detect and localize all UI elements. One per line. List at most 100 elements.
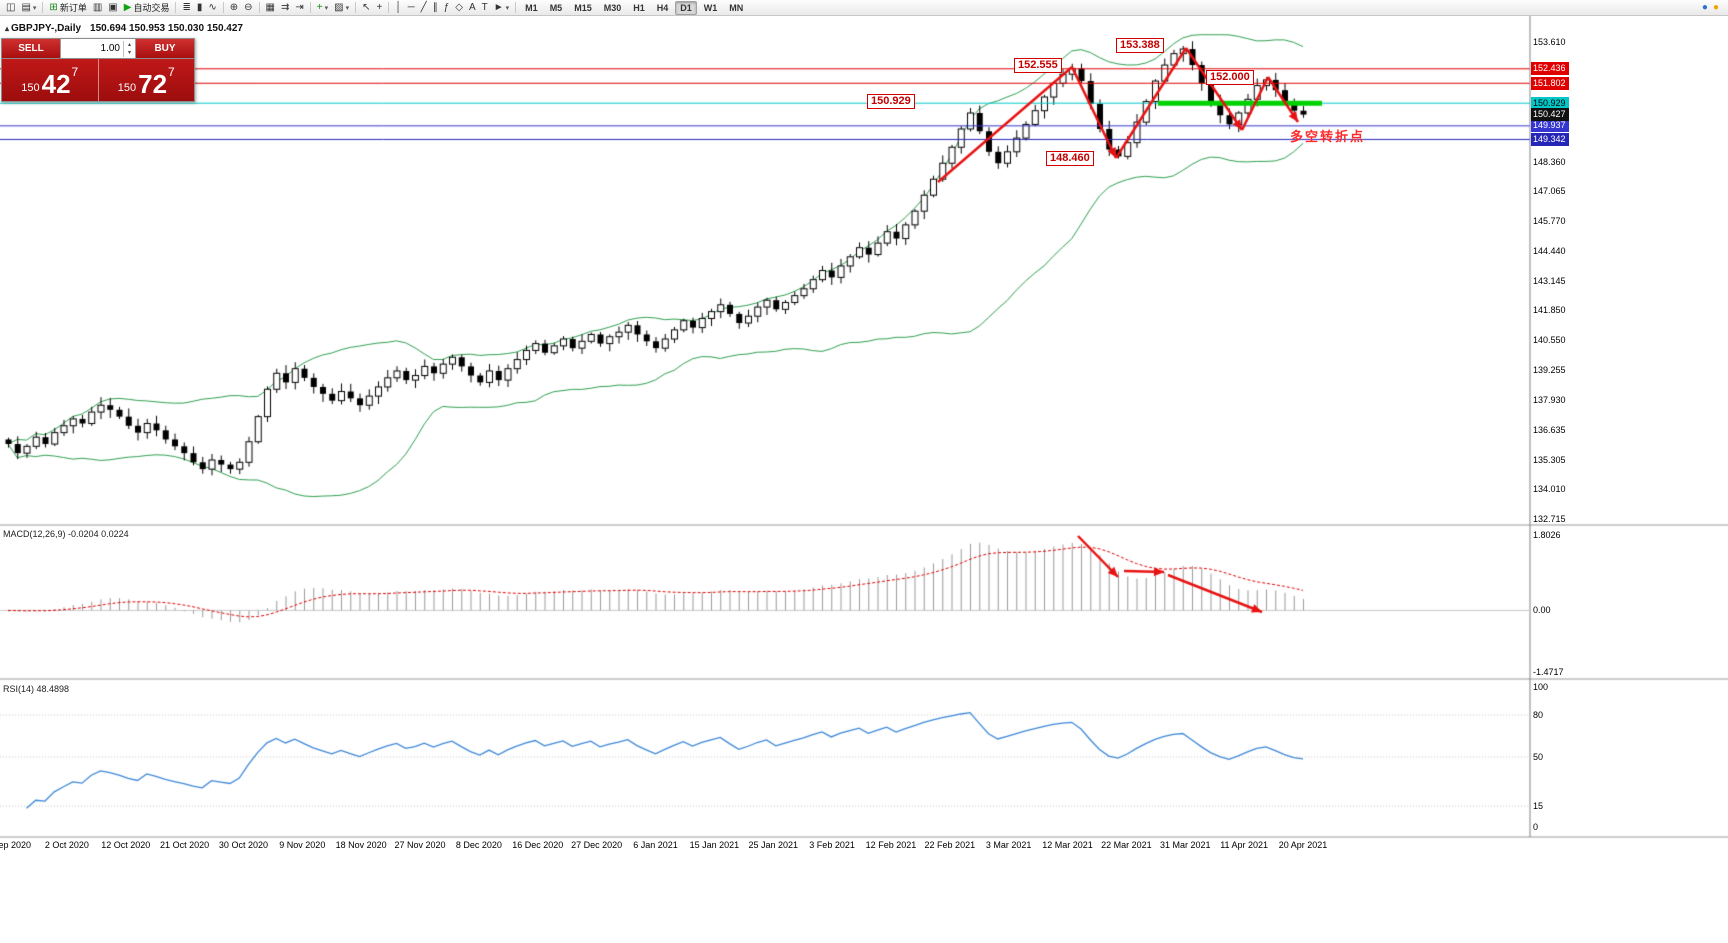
line-chart-icon: ∿: [208, 1, 217, 13]
timeframe-button-w1[interactable]: W1: [703, 2, 718, 13]
chart-shift-button[interactable]: ⇥: [292, 1, 306, 15]
volume-field[interactable]: 1.00 ▴ ▾: [60, 39, 136, 58]
shapes-icon: ◇: [455, 1, 463, 13]
chevron-down-icon: ▾: [505, 4, 510, 12]
toolbar-separator: [258, 2, 260, 13]
timeframe-button-d1[interactable]: D1: [675, 0, 697, 15]
timeframe-button-m30[interactable]: M30: [603, 2, 622, 13]
rsi-value: 48.4898: [36, 684, 70, 694]
templates-icon: ▨: [334, 1, 344, 13]
chart-shift-icon: ⇥: [295, 1, 304, 13]
chevron-down-icon: ▾: [324, 4, 329, 12]
arrows-button[interactable]: ► ▾: [491, 1, 512, 15]
chart-ohlc-readout: ▴ GBPJPY-,Daily 150.694 150.953 150.030 15…: [5, 23, 243, 34]
new-chart-icon: ◫: [6, 1, 16, 13]
symbol-name: GBPJPY-,Daily: [11, 23, 82, 34]
cursor-button[interactable]: ↖: [359, 1, 373, 15]
crosshair-button[interactable]: +: [373, 1, 385, 15]
timeframe-button-m1[interactable]: M1: [525, 2, 538, 13]
autotrading-button[interactable]: ▶ 自动交易: [121, 1, 173, 15]
text-label-icon: T: [481, 1, 488, 13]
bars-icon: ≣: [182, 1, 191, 13]
zoom-out-icon: ⊖: [244, 1, 253, 13]
timeframe-button-h4[interactable]: H4: [656, 2, 669, 13]
cursor-icon: ↖: [362, 1, 371, 13]
timeframe-button-m15[interactable]: M15: [574, 2, 592, 13]
toolbar-right-icons: ● ●: [1702, 1, 1725, 15]
new-chart-button[interactable]: ◫: [3, 1, 18, 15]
rsi-indicator-label: RSI(14) 48.4898: [3, 684, 69, 694]
data-window-icon: ▣: [108, 1, 118, 13]
autotrading-button-label: 自动交易: [133, 2, 170, 13]
zoom-in-icon: ⊕: [229, 1, 239, 13]
ask-pipette: 7: [168, 65, 175, 79]
data-window-button[interactable]: ▣: [105, 1, 120, 15]
horizontal-line-icon: ─: [407, 1, 415, 13]
macd-indicator-label: MACD(12,26,9) -0.0204 0.0224: [3, 529, 129, 539]
sell-button[interactable]: SELL: [2, 39, 60, 58]
zoom-in-button[interactable]: ⊕: [227, 1, 241, 15]
price-chart-canvas[interactable]: [0, 16, 1728, 856]
bid-pipette: 7: [71, 65, 79, 79]
rsi-name: RSI(14): [3, 684, 35, 694]
vertical-line-button[interactable]: │: [392, 1, 404, 15]
channel-button[interactable]: ∥: [430, 1, 441, 15]
horizontal-line-button[interactable]: ─: [405, 1, 418, 15]
candlesticks-icon: ▮: [196, 1, 203, 13]
chevron-down-icon: ▾: [345, 4, 350, 12]
toolbar-separator: [222, 2, 224, 13]
toolbar-separator: [42, 2, 44, 13]
new-order-button-label: 新订单: [59, 2, 87, 13]
tile-windows-button[interactable]: ▦: [263, 1, 278, 15]
market-watch-button[interactable]: ▥: [90, 1, 105, 15]
templates-button[interactable]: ▨ ▾: [331, 1, 352, 15]
text-icon: A: [468, 1, 476, 13]
bid-big-figure: 150: [21, 82, 40, 94]
volume-value[interactable]: 1.00: [100, 43, 120, 54]
autotrading-icon: ▶: [123, 1, 132, 13]
toolbar-separator: [175, 2, 177, 13]
timeframe-button-mn[interactable]: MN: [729, 2, 744, 13]
timeframe-button-m5[interactable]: M5: [549, 2, 563, 13]
line-chart-button[interactable]: ∿: [205, 1, 219, 15]
trendline-button[interactable]: ╱: [418, 1, 430, 15]
indicators-button[interactable]: + ▾: [314, 1, 331, 15]
bid-price-button[interactable]: 150 42 7: [2, 59, 98, 101]
toolbar-separator: [515, 2, 517, 13]
indicators-icon: +: [316, 1, 323, 13]
new-order-button[interactable]: ⊞ 新订单: [46, 1, 89, 15]
ohlc-values: 150.694 150.953 150.030 150.427: [90, 23, 243, 34]
ask-pips: 72: [138, 69, 168, 99]
macd-name: MACD(12,26,9): [3, 529, 66, 539]
macd-values: -0.0204 0.0224: [68, 529, 129, 539]
arrows-icon: ►: [493, 1, 504, 13]
volume-stepper[interactable]: ▴ ▾: [123, 40, 135, 57]
bars-button[interactable]: ≣: [179, 1, 193, 15]
text-label-button[interactable]: T: [479, 1, 491, 15]
tile-windows-icon: ▦: [265, 1, 275, 13]
timeframe-button-h1[interactable]: H1: [633, 2, 645, 13]
shapes-button[interactable]: ◇: [452, 1, 466, 15]
volume-up-icon[interactable]: ▴: [127, 41, 131, 48]
profiles-button[interactable]: ▤ ▾: [18, 1, 39, 15]
buy-button[interactable]: BUY: [136, 39, 194, 58]
crosshair-icon: +: [376, 1, 383, 13]
chart-sync-icon[interactable]: ●: [1701, 1, 1708, 13]
toolbar-separator: [355, 2, 357, 13]
ask-price-button[interactable]: 150 72 7: [97, 59, 195, 101]
bid-pips: 42: [41, 69, 71, 99]
toolbar-separator: [388, 2, 390, 13]
profiles-icon: ▤: [21, 1, 31, 13]
text-button[interactable]: A: [466, 1, 479, 15]
symbol-marker-icon: ▴: [5, 24, 10, 33]
auto-scroll-button[interactable]: ⇉: [278, 1, 292, 15]
trendline-icon: ╱: [420, 1, 427, 13]
alerts-icon[interactable]: ●: [1712, 1, 1719, 13]
volume-down-icon[interactable]: ▾: [127, 49, 131, 56]
fibonacci-icon: ƒ: [443, 1, 450, 13]
fibonacci-button[interactable]: ƒ: [441, 1, 453, 15]
market-watch-icon: ▥: [92, 1, 103, 13]
candlesticks-button[interactable]: ▮: [194, 1, 206, 15]
auto-scroll-icon: ⇉: [280, 1, 290, 13]
zoom-out-button[interactable]: ⊖: [241, 1, 255, 15]
